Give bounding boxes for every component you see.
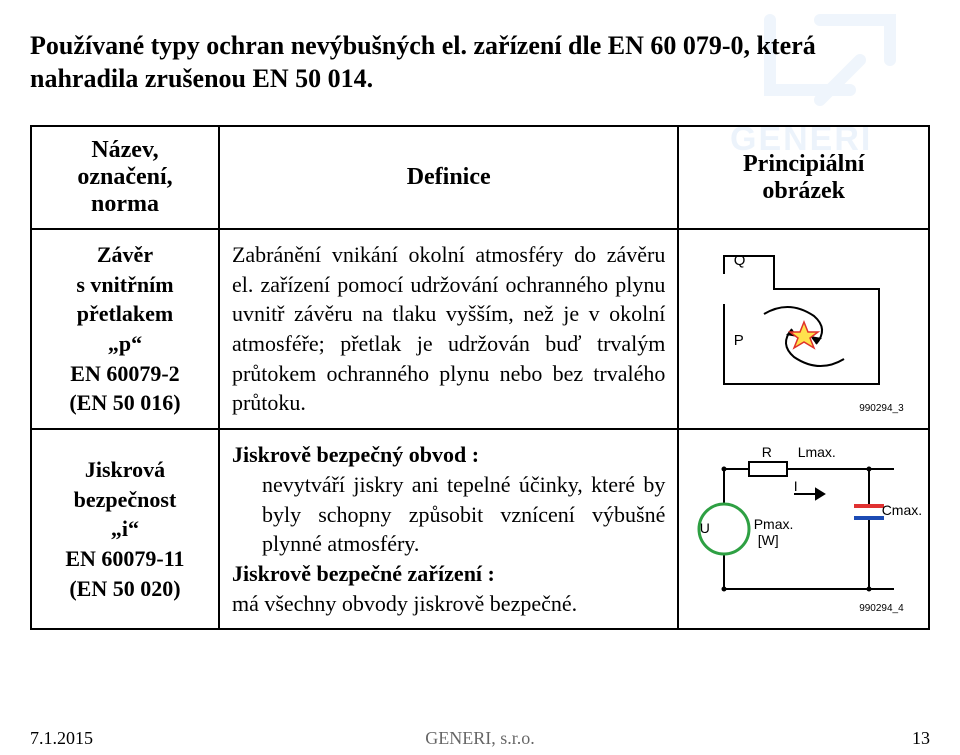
footer-page-number: 13 xyxy=(912,728,930,749)
page-title: Používané typy ochran nevýbušných el. za… xyxy=(30,30,930,95)
table-header-row: Název, označení, norma Definice Principi… xyxy=(31,126,929,229)
footer-brand: GENERI, s.r.o. xyxy=(0,728,960,749)
row1-image-cell: Q P 990294_3 xyxy=(678,229,929,429)
diagram-label-p: P xyxy=(734,332,744,349)
row2-image-cell: R Lmax. I U Pmax. [W] Cmax. 990294_4 xyxy=(678,429,929,629)
title-line-2: nahradila zrušenou EN 50 014. xyxy=(30,64,373,93)
col-header-definition: Definice xyxy=(219,126,678,229)
row2-definition-cell: Jiskrově bezpečný obvod : nevytváří jisk… xyxy=(219,429,678,629)
intrinsic-safety-diagram: R Lmax. I U Pmax. [W] Cmax. 990294_4 xyxy=(694,444,914,614)
diagram-label-q: Q xyxy=(734,252,746,269)
diagram-label-w: [W] xyxy=(758,532,779,548)
diagram-label-lmax: Lmax. xyxy=(798,444,836,460)
diagram-ref-1: 990294_3 xyxy=(859,403,904,414)
diagram-label-i: I xyxy=(794,478,798,494)
row1-name-cell: Závěr s vnitřním přetlakem „p“ EN 60079-… xyxy=(31,229,219,429)
title-line-1: Používané typy ochran nevýbušných el. za… xyxy=(30,31,816,60)
diagram-label-pmax: Pmax. xyxy=(754,516,794,532)
pressure-enclosure-diagram: Q P 990294_3 xyxy=(694,244,914,414)
table-row: Závěr s vnitřním přetlakem „p“ EN 60079-… xyxy=(31,229,929,429)
protection-types-table: Název, označení, norma Definice Principi… xyxy=(30,125,930,630)
row2-name-cell: Jiskrová bezpečnost „i“ EN 60079-11 (EN … xyxy=(31,429,219,629)
col-header-name: Název, označení, norma xyxy=(31,126,219,229)
diagram-ref-2: 990294_4 xyxy=(859,603,904,614)
diagram-label-cmax: Cmax. xyxy=(882,502,922,518)
diagram-label-u: U xyxy=(700,520,710,536)
col-header-image: Principiální obrázek xyxy=(678,126,929,229)
table-row: Jiskrová bezpečnost „i“ EN 60079-11 (EN … xyxy=(31,429,929,629)
diagram-label-r: R xyxy=(762,444,772,460)
row1-definition-cell: Zabránění vnikání okolní atmosféry do zá… xyxy=(219,229,678,429)
